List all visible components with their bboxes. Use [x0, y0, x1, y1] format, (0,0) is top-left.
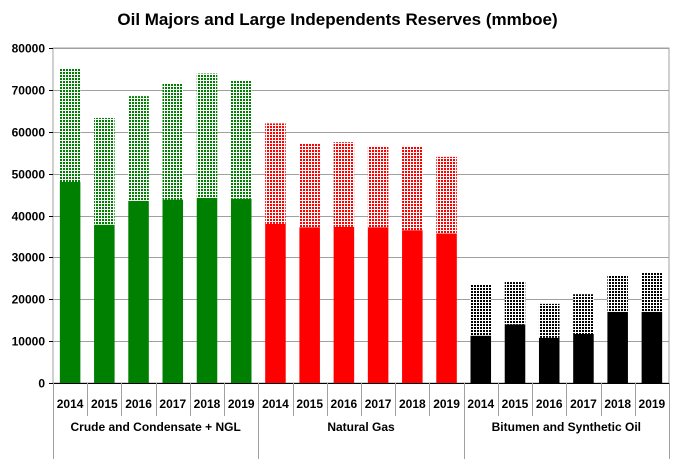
x-tick-label: 2017 [159, 397, 186, 411]
group-label: Crude and Condensate + NGL [70, 420, 240, 434]
y-tick-label: 40000 [12, 210, 46, 224]
bar-lower-segment [299, 227, 320, 383]
bar-upper-segment [470, 285, 492, 336]
bar-lower-segment [367, 227, 389, 383]
bar-lower-segment [504, 324, 526, 383]
x-tick-label: 2017 [365, 397, 392, 411]
bar-lower-segment [538, 337, 560, 383]
bar-lower-segment [230, 198, 252, 383]
bar-upper-segment [333, 142, 355, 227]
bar-upper-segment [573, 294, 594, 335]
y-tick-label: 30000 [12, 251, 46, 265]
x-tick-label: 2016 [125, 397, 152, 411]
x-tick-label: 2017 [570, 397, 597, 411]
bar-upper-segment [538, 303, 560, 338]
bar-lower-segment [641, 311, 663, 383]
bar-upper-segment [504, 282, 526, 325]
bar-lower-segment [470, 335, 492, 383]
bar-upper-segment [367, 146, 389, 228]
y-tick-label: 20000 [12, 293, 46, 307]
x-tick-label: 2015 [502, 397, 529, 411]
bar-lower-segment [402, 230, 423, 383]
y-tick-label: 0 [38, 377, 45, 391]
bar-lower-segment [128, 200, 149, 383]
bar-lower-segment [196, 197, 218, 383]
x-tick-label: 2014 [57, 397, 84, 411]
bar-lower-segment [265, 223, 286, 383]
bar-upper-segment [299, 143, 320, 228]
bars [59, 68, 663, 383]
gridlines [52, 47, 670, 384]
x-tick-label: 2019 [433, 397, 460, 411]
group-label: Natural Gas [327, 420, 395, 434]
bar-upper-segment [607, 275, 628, 312]
bar-lower-segment [573, 334, 594, 383]
group-label: Bitumen and Synthetic Oil [492, 420, 641, 434]
y-tick-label: 80000 [12, 42, 46, 56]
bar-lower-segment [162, 199, 184, 383]
chart-title: Oil Majors and Large Independents Reserv… [117, 10, 558, 29]
bar-lower-segment [59, 182, 81, 383]
bar-upper-segment [265, 123, 286, 224]
x-tick-label: 2018 [604, 397, 631, 411]
x-tick-label: 2016 [331, 397, 358, 411]
y-tick-label: 10000 [12, 335, 46, 349]
bar-upper-segment [59, 68, 81, 182]
bar-upper-segment [230, 80, 252, 199]
bar-upper-segment [94, 117, 115, 225]
bar-lower-segment [607, 311, 628, 383]
x-tick-label: 2019 [228, 397, 255, 411]
bar-upper-segment [128, 96, 149, 201]
x-tick-label: 2014 [467, 397, 494, 411]
y-tick-label: 60000 [12, 126, 46, 140]
x-tick-label: 2014 [262, 397, 289, 411]
axes: 0 10000 20000 30000 40000 50000 60000 70000 8000… [12, 42, 670, 459]
bar-lower-segment [436, 233, 457, 383]
bar-lower-segment [94, 224, 115, 383]
x-tick-label: 2019 [639, 397, 666, 411]
bar-upper-segment [162, 83, 184, 200]
bar-upper-segment [402, 145, 423, 231]
x-tick-label: 2015 [91, 397, 118, 411]
bar-upper-segment [436, 156, 457, 234]
y-tick-label: 70000 [12, 84, 46, 98]
bar-lower-segment [333, 226, 355, 383]
bar-upper-segment [641, 272, 663, 312]
x-tick-label: 2018 [194, 397, 221, 411]
bar-upper-segment [196, 73, 218, 198]
y-tick-label: 50000 [12, 168, 46, 182]
x-tick-label: 2018 [399, 397, 426, 411]
x-tick-label: 2016 [536, 397, 563, 411]
x-tick-label: 2015 [296, 397, 323, 411]
